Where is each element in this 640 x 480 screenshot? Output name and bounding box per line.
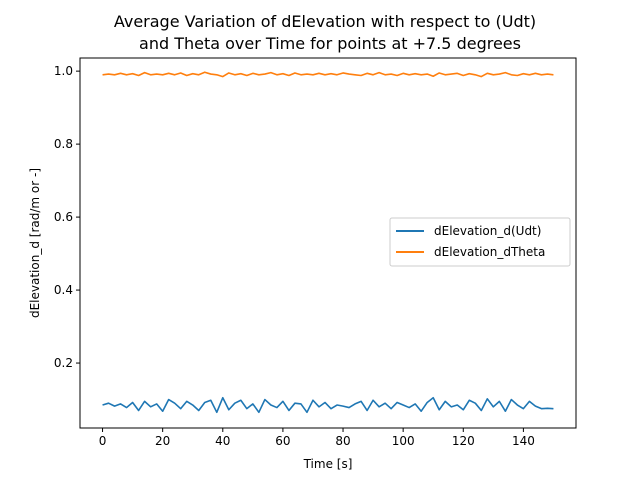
- series-line-1: [102, 71, 554, 78]
- y-tick-label: 0.2: [54, 356, 73, 370]
- x-tick-label: 60: [275, 434, 290, 448]
- y-tick-label: 0.4: [54, 283, 73, 297]
- y-axis-label: dElevation_d [rad/m or -]: [28, 168, 42, 318]
- plot-area: [102, 71, 554, 414]
- chart-title-line-1: Average Variation of dElevation with res…: [114, 12, 536, 31]
- y-axis: 0.2 0.4 0.6 0.8 1.0: [54, 64, 80, 370]
- plot-frame: [79, 57, 577, 429]
- x-tick-label: 140: [512, 434, 535, 448]
- legend: dElevation_d(Udt) dElevation_dTheta: [389, 217, 571, 267]
- x-tick-label: 100: [392, 434, 415, 448]
- series-line-0: [102, 396, 554, 414]
- chart-title-line-2: and Theta over Time for points at +7.5 d…: [139, 34, 521, 53]
- x-tick-label: 0: [99, 434, 107, 448]
- x-tick-label: 80: [335, 434, 350, 448]
- y-tick-label: 1.0: [54, 64, 73, 78]
- legend-label-udt: dElevation_d(Udt): [434, 224, 541, 238]
- x-tick-label: 120: [452, 434, 475, 448]
- x-axis-label: Time [s]: [303, 457, 353, 471]
- x-tick-label: 20: [155, 434, 170, 448]
- x-tick-label: 40: [215, 434, 230, 448]
- x-axis: 0 20 40 60 80 100 120 140: [99, 428, 535, 448]
- legend-box: [389, 217, 571, 267]
- y-tick-label: 0.8: [54, 137, 73, 151]
- y-tick-label: 0.6: [54, 210, 73, 224]
- legend-label-theta: dElevation_dTheta: [434, 245, 545, 259]
